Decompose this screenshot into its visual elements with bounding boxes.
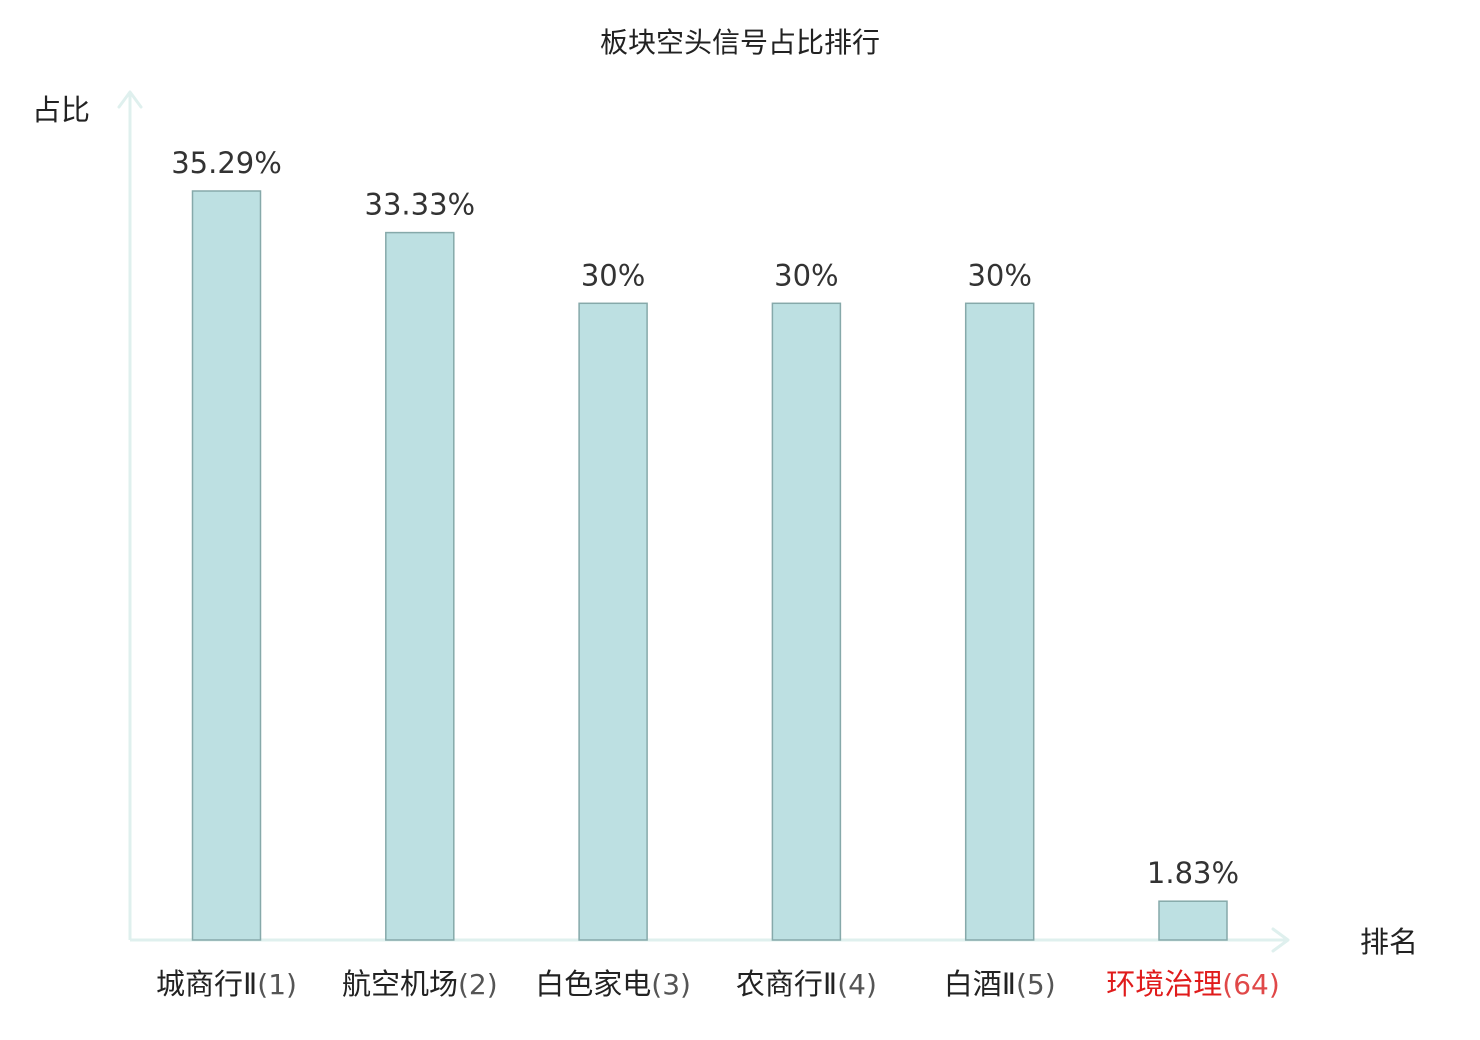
- category-rank: (64): [1222, 968, 1279, 1001]
- bar-6: [1158, 900, 1228, 941]
- category-name: 农商行Ⅱ: [736, 967, 837, 1001]
- axes: [117, 90, 1290, 953]
- category-name: 城商行Ⅱ: [156, 967, 257, 1001]
- value-label-4: 30%: [774, 258, 838, 292]
- bar-5: [964, 302, 1035, 941]
- category-label-4: 农商行Ⅱ(4): [736, 967, 877, 1001]
- bar-1: [191, 190, 262, 941]
- chart-title: 板块空头信号占比排行: [600, 26, 880, 59]
- category-rank: (4): [837, 968, 877, 1001]
- category-label-1: 城商行Ⅱ(1): [156, 967, 297, 1001]
- value-label-2: 33.33%: [365, 188, 476, 222]
- category-name: 航空机场: [342, 967, 458, 1001]
- category-label-6: 环境治理(64): [1106, 967, 1280, 1001]
- category-label-2: 航空机场(2): [342, 967, 498, 1001]
- value-label-3: 30%: [581, 258, 645, 292]
- x-axis-label: 排名: [1360, 925, 1418, 959]
- bar-3: [578, 302, 648, 941]
- value-label-6: 1.83%: [1147, 856, 1239, 890]
- category-rank: (5): [1016, 968, 1056, 1001]
- category-name: 白色家电: [535, 967, 651, 1001]
- value-label-1: 35.29%: [171, 146, 282, 180]
- bar-2: [385, 231, 455, 941]
- category-label-3: 白色家电(3): [535, 967, 691, 1001]
- value-label-5: 30%: [967, 258, 1031, 292]
- category-rank: (2): [458, 968, 498, 1001]
- y-axis-label: 占比: [32, 93, 90, 127]
- category-rank: (3): [651, 968, 691, 1001]
- y-axis-arrow-icon: [117, 90, 143, 109]
- x-axis-arrow-icon: [1271, 927, 1290, 953]
- bar-4: [771, 302, 842, 941]
- category-labels-group: 城商行Ⅱ(1) 航空机场(2) 白色家电(3) 农商行Ⅱ(4) 白酒Ⅱ(5) 环境治理(6…: [156, 967, 1280, 1001]
- category-label-5: 白酒Ⅱ(5): [944, 967, 1056, 1001]
- category-name: 白酒Ⅱ: [944, 967, 1016, 1001]
- bars-group: [191, 190, 1228, 941]
- category-name: 环境治理: [1106, 967, 1222, 1001]
- value-labels-group: 35.29% 33.33% 30% 30% 30% 1.83%: [171, 146, 1239, 890]
- category-rank: (1): [257, 968, 297, 1001]
